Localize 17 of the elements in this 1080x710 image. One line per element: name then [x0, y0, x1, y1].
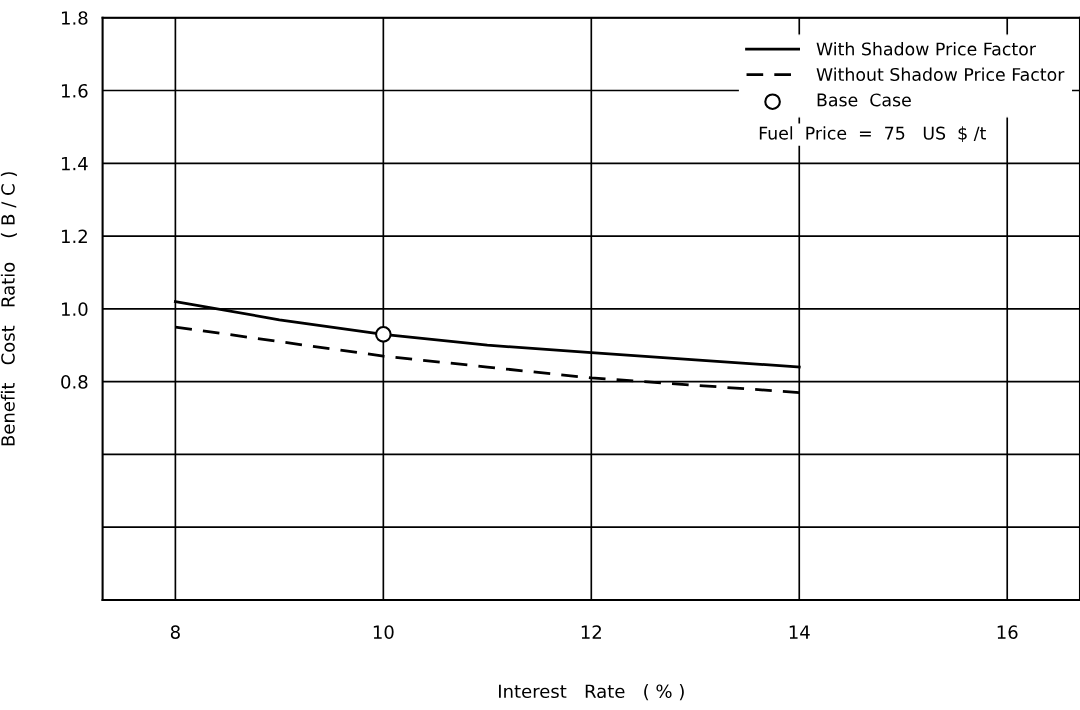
x-tick-label: 8 [170, 625, 180, 639]
y-tick-label: 1.2 [61, 229, 87, 243]
x-axis-title: Interest Rate ( % ) [499, 684, 684, 701]
x-tick-label: 14 [789, 625, 810, 639]
y-tick-label: 1.4 [61, 157, 88, 171]
y-axis-title: Benefit Cost Ratio ( B / C ) [0, 172, 17, 446]
y-tick-label: 1.6 [61, 83, 88, 98]
x-tick-label: 12 [581, 625, 601, 639]
x-tick-label: 10 [373, 625, 394, 639]
y-tick-label: 1.8 [61, 11, 88, 25]
annotation: Fuel Price = 75 US $ /t [759, 126, 986, 142]
y-tick-label: 1.0 [61, 302, 88, 316]
legend-label: Without Shadow Price Factor [816, 67, 1065, 82]
legend-label: With Shadow Price Factor [816, 42, 1036, 56]
x-tick-label: 16 [997, 625, 1018, 639]
legend-label: Base Case [817, 93, 911, 107]
y-tick-label: 0.8 [61, 375, 88, 389]
